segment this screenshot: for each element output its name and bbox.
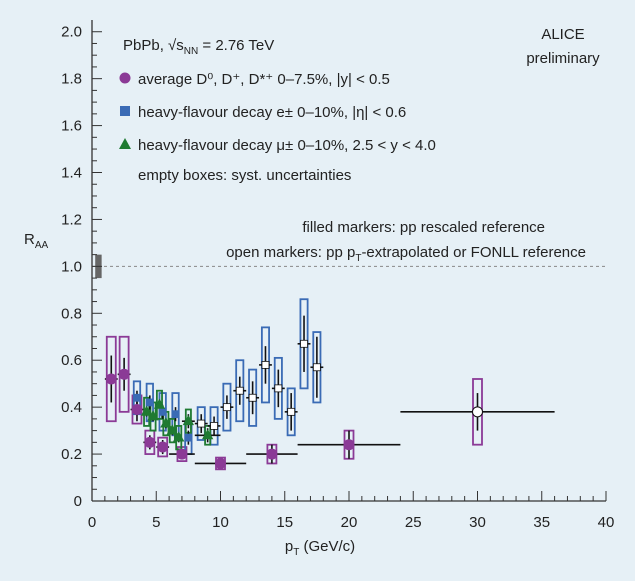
marker-D [131, 403, 143, 415]
ticks: 0 5 10 15 20 25 30 35 40 0 0.2 0.4 0.6 0.8 1.0 1.2 1.4 1.… [61, 24, 614, 531]
marker-mu [182, 414, 195, 426]
y-tick-label: 0 [74, 493, 82, 510]
x-axis-title: pT (GeV/c) [285, 538, 355, 558]
marker-mu [140, 405, 153, 416]
x-tick-label: 30 [469, 514, 486, 531]
legend-marker-e [120, 106, 130, 116]
marker-D [343, 439, 355, 451]
legend-marker-mu [119, 138, 131, 149]
marker-mu [147, 410, 159, 421]
legend-text-D: average D⁰, D⁺, D*⁺ 0–7.5%, |y| < 0.5 [138, 71, 390, 88]
open-note: open markers: pp pT-extrapolated or FONL… [226, 244, 586, 264]
marker-D [215, 457, 226, 469]
x-tick-label: 35 [533, 514, 550, 531]
marker-e [184, 433, 193, 442]
markers [105, 339, 483, 469]
marker-e [171, 410, 180, 419]
y-tick-label: 1.4 [61, 165, 82, 182]
legend-entry-mu: heavy-flavour decay μ± 0–10%, 2.5 < y < … [119, 137, 436, 154]
syst-note: empty boxes: syst. uncertainties [138, 167, 351, 184]
marker-D [157, 441, 169, 453]
marker-e [312, 363, 321, 372]
marker-e [223, 403, 231, 412]
marker-e [197, 419, 206, 428]
marker-e [133, 393, 141, 402]
legend-entry-e: heavy-flavour decay e± 0–10%, |η| < 0.6 [120, 104, 406, 121]
marker-mu [173, 431, 185, 442]
legend-text-e: heavy-flavour decay e± 0–10%, |η| < 0.6 [138, 104, 406, 121]
marker-e [145, 398, 154, 407]
marker-e [274, 384, 283, 393]
y-tick-label: 1.8 [61, 71, 82, 88]
status-label: preliminary [526, 50, 600, 67]
marker-D [144, 436, 156, 448]
marker-D [472, 406, 483, 418]
y-tick-label: 2.0 [61, 24, 82, 41]
y-tick-label: 1.2 [61, 211, 82, 228]
experiment-label: ALICE [541, 26, 584, 43]
marker-D [266, 448, 278, 460]
x-tick-label: 20 [341, 514, 358, 531]
marker-e [248, 393, 257, 402]
marker-mu [201, 428, 214, 440]
marker-D [118, 368, 130, 380]
marker-e [210, 422, 218, 430]
y-tick-label: 1.6 [61, 118, 82, 135]
marker-e [300, 339, 308, 348]
marker-D [176, 448, 188, 460]
marker-mu [166, 424, 178, 435]
y-tick-label: 0.2 [61, 446, 82, 463]
x-tick-label: 15 [276, 514, 293, 531]
marker-e [287, 407, 296, 416]
y-tick-label: 0.6 [61, 352, 82, 369]
legend-entry-D: average D⁰, D⁺, D*⁺ 0–7.5%, |y| < 0.5 [119, 71, 390, 88]
system-label: PbPb, √sNN = 2.76 TeV [123, 37, 274, 57]
y-tick-label: 0.4 [61, 399, 82, 416]
x-tick-label: 25 [405, 514, 422, 531]
x-tick-label: 10 [212, 514, 229, 531]
marker-e [158, 407, 167, 416]
y-tick-label: 0.8 [61, 305, 82, 322]
x-tick-label: 40 [598, 514, 615, 531]
x-tick-label: 5 [152, 514, 160, 531]
marker-e [261, 361, 270, 369]
y-axis-title: RAA [24, 231, 49, 251]
filled-note: filled markers: pp rescaled reference [302, 219, 545, 236]
x-tick-label: 0 [88, 514, 96, 531]
legend-marker-D [119, 72, 131, 84]
marker-mu [160, 417, 172, 428]
y-tick-label: 1.0 [61, 258, 82, 275]
legend-text-mu: heavy-flavour decay μ± 0–10%, 2.5 < y < … [138, 137, 436, 154]
marker-D [105, 373, 117, 385]
error-bars [104, 315, 555, 469]
marker-e [235, 386, 244, 395]
marker-mu [153, 398, 166, 409]
